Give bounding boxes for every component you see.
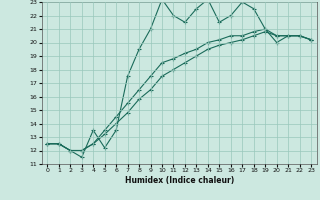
X-axis label: Humidex (Indice chaleur): Humidex (Indice chaleur)	[124, 176, 234, 185]
